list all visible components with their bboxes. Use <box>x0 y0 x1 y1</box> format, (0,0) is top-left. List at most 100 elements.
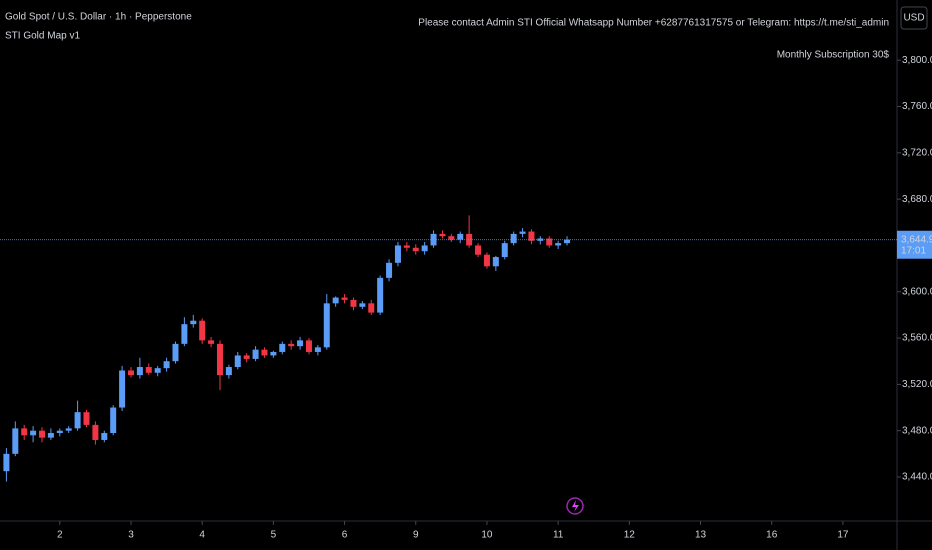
candle-body <box>56 430 63 434</box>
candle-body <box>83 412 90 425</box>
candle-body <box>394 245 401 263</box>
candle-body <box>261 349 268 356</box>
candle <box>172 341 179 364</box>
x-tick-label: 11 <box>553 530 564 541</box>
candle <box>448 233 455 242</box>
currency-button[interactable] <box>900 6 928 30</box>
candle <box>154 365 161 377</box>
candle <box>243 353 250 363</box>
candle <box>163 357 170 372</box>
x-tick-label: 10 <box>481 530 493 541</box>
candle <box>181 317 188 347</box>
candle <box>216 340 223 391</box>
candle-body <box>12 428 19 454</box>
candle <box>528 229 535 245</box>
last-price-tag <box>897 230 932 259</box>
candle-body <box>234 355 241 368</box>
candle-body <box>368 303 375 313</box>
annotation: Please contact Admin STI Official Whatsa… <box>418 18 889 29</box>
y-tick-label: 3,760.00 <box>902 101 932 112</box>
candle <box>341 294 348 304</box>
event-icon-bolt <box>572 500 579 512</box>
candle-body <box>145 367 152 373</box>
candle <box>21 424 28 440</box>
candle-body <box>350 299 357 307</box>
candle <box>110 405 117 436</box>
candle-body <box>466 233 473 246</box>
candle-body <box>555 243 562 246</box>
candle <box>519 228 526 238</box>
candle <box>501 240 508 260</box>
candle-body <box>47 433 54 438</box>
candle-body <box>501 243 508 258</box>
candle-body <box>546 238 553 246</box>
candle-body <box>65 428 72 431</box>
candle <box>3 448 10 482</box>
candle <box>270 350 277 358</box>
candle-body <box>439 233 446 237</box>
event-icon[interactable] <box>566 497 584 515</box>
x-tick-label: 3 <box>128 530 134 541</box>
candle-body <box>412 247 419 252</box>
candle <box>234 351 241 370</box>
y-tick-label: 3,440.00 <box>902 472 932 483</box>
candle <box>145 363 152 376</box>
annotation: Monthly Subscription 30$ <box>777 50 890 61</box>
candle-body <box>30 430 37 436</box>
candle <box>368 299 375 315</box>
chart-title: Gold Spot / U.S. Dollar · 1h · Peppersto… <box>5 12 192 23</box>
candle-body <box>172 343 179 362</box>
candle-body <box>314 347 321 352</box>
currency-label[interactable]: USD <box>903 13 924 24</box>
candle <box>475 243 482 258</box>
candle-body <box>208 340 215 344</box>
candle <box>199 318 206 344</box>
candle-body <box>154 368 161 373</box>
candle-body <box>341 297 348 300</box>
candle-body <box>225 367 232 376</box>
x-tick-label: 9 <box>413 530 419 541</box>
y-tick-label: 3,520.00 <box>902 379 932 390</box>
candle <box>74 400 81 431</box>
candle-body <box>448 236 455 240</box>
y-tick-label: 3,600.00 <box>902 286 932 297</box>
candle <box>430 230 437 248</box>
candle <box>466 215 473 248</box>
candle <box>564 236 571 246</box>
candle-body <box>323 303 330 348</box>
candle <box>83 409 90 428</box>
candle <box>510 231 517 246</box>
x-tick-label: 6 <box>342 530 348 541</box>
candle-body <box>279 343 286 352</box>
candle <box>412 244 419 255</box>
candle <box>39 427 46 443</box>
y-tick-label: 3,480.00 <box>902 425 932 436</box>
candle-body <box>110 407 117 434</box>
candle <box>394 241 401 267</box>
candle-body <box>297 340 304 347</box>
candle-body <box>430 233 437 246</box>
candle-body <box>252 349 259 359</box>
candle-body <box>386 262 393 278</box>
candle <box>457 231 464 244</box>
candle <box>261 347 268 358</box>
candle-body <box>457 233 464 240</box>
candle <box>421 241 428 255</box>
candle-body <box>510 233 517 244</box>
candle <box>225 364 232 379</box>
candle <box>190 314 197 328</box>
indicator-name: STI Gold Map v1 <box>5 31 80 42</box>
candle <box>323 294 330 350</box>
candle-body <box>119 370 126 408</box>
candle <box>359 301 366 310</box>
candle <box>403 241 410 252</box>
candle-body <box>475 245 482 255</box>
candle-body <box>163 361 170 369</box>
candle-body <box>3 453 10 472</box>
x-tick-label: 5 <box>271 530 277 541</box>
candle <box>288 340 295 350</box>
last-price-label: 3,644.93 <box>901 234 932 245</box>
x-tick-label: 4 <box>199 530 205 541</box>
